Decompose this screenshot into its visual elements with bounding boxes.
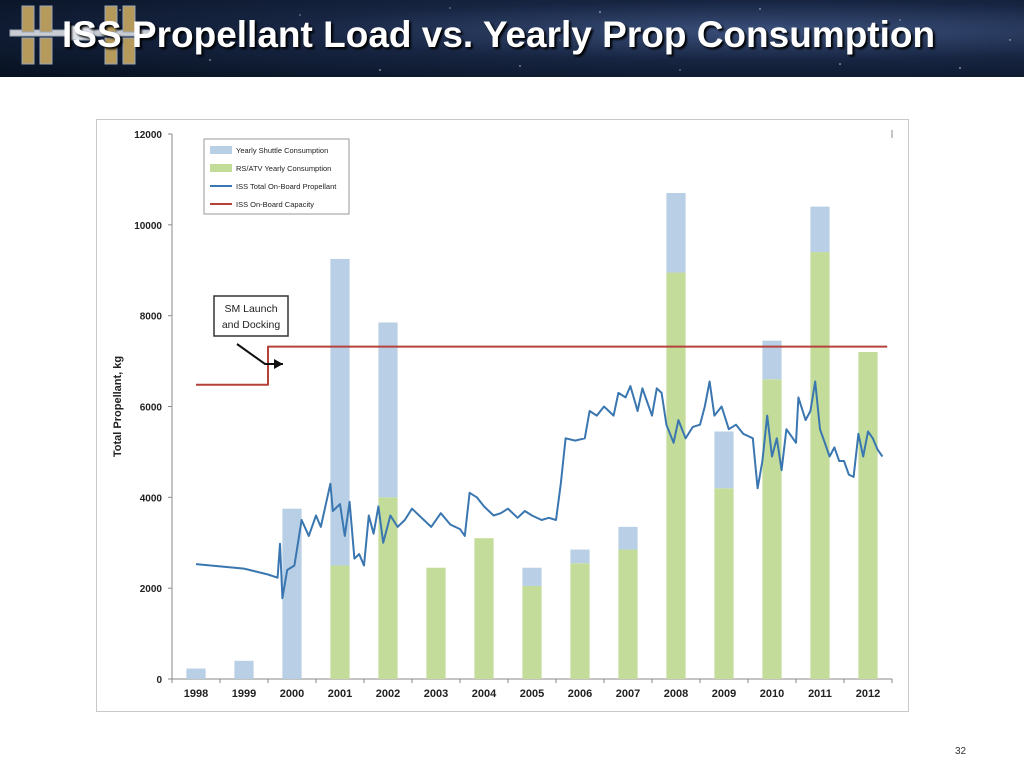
starfield-background <box>119 7 1011 71</box>
bar-shuttle-2007 <box>618 526 638 550</box>
x-tick-label: 2002 <box>376 688 400 700</box>
y-tick-label: 0 <box>156 675 162 686</box>
y-tick-label: 6000 <box>140 403 163 414</box>
bar-rs-atv-2004 <box>474 538 494 679</box>
annotation-arrowhead <box>274 359 283 369</box>
slide-number: 32 <box>955 746 967 757</box>
annotation-label-line2: and Docking <box>222 319 281 331</box>
iss-total-on-board-propellant-line <box>195 380 884 600</box>
bar-rs-atv-2005 <box>522 585 542 679</box>
bar-shuttle-2001 <box>330 258 350 566</box>
x-tick-label: 2003 <box>424 688 448 700</box>
y-tick-label: 10000 <box>134 221 162 232</box>
bar-rs-atv-2009 <box>714 488 734 679</box>
y-tick-label: 4000 <box>140 493 163 504</box>
propellant-chart: 0 2000 4000 6000 8000 10000 12000 Total Propell… <box>112 130 893 700</box>
bar-rs-atv-2011 <box>810 252 830 680</box>
x-tick-label: 2008 <box>664 688 688 700</box>
title-banner: ISS Propellant Load vs. Yearly Prop Cons… <box>0 0 1024 77</box>
x-tick-label: 2005 <box>520 688 544 700</box>
x-tick-label: 2006 <box>568 688 592 700</box>
x-tick-label: 1999 <box>232 688 256 700</box>
legend-label: ISS On-Board Capacity <box>236 200 314 209</box>
y-tick-label: 12000 <box>134 130 162 141</box>
legend-label: ISS Total On-Board Propellant <box>236 182 337 191</box>
x-tick-label: 2000 <box>280 688 304 700</box>
legend-label: RS/ATV Yearly Consumption <box>236 164 331 173</box>
legend-swatch <box>210 146 232 154</box>
x-tick-label: 2012 <box>856 688 880 700</box>
chart-frame: 0 2000 4000 6000 8000 10000 12000 Total Propell… <box>96 119 909 712</box>
bar-shuttle-2010 <box>762 340 782 380</box>
bar-shuttle-2002 <box>378 322 398 498</box>
x-tick-label: 2001 <box>328 688 352 700</box>
bar-shuttle-2011 <box>810 206 830 253</box>
annotation-box <box>213 295 289 337</box>
legend-swatch <box>210 164 232 172</box>
bar-rs-atv-2007 <box>618 549 638 679</box>
bar-shuttle-2008 <box>666 193 686 273</box>
y-tick-label: 8000 <box>140 312 163 323</box>
bar-rs-atv-2006 <box>570 563 590 679</box>
bar-shuttle-2005 <box>522 567 542 586</box>
iss-on-board-capacity-line <box>196 345 888 386</box>
x-tick-label: 2011 <box>808 688 832 700</box>
slide-title: ISS Propellant Load vs. Yearly Prop Cons… <box>62 14 936 55</box>
bar-shuttle-1998 <box>186 668 206 679</box>
x-tick-label: 1998 <box>184 688 208 700</box>
x-tick-label: 2007 <box>616 688 640 700</box>
iss-station-logo <box>9 5 151 65</box>
annotation-label-line1: SM Launch <box>224 303 277 315</box>
x-tick-label: 2004 <box>472 688 497 700</box>
bar-rs-atv-2008 <box>666 272 686 679</box>
x-tick-label: 2010 <box>760 688 784 700</box>
bar-rs-atv-2010 <box>762 379 782 679</box>
legend-label: Yearly Shuttle Consumption <box>236 146 328 155</box>
bar-rs-atv-2001 <box>330 565 350 679</box>
y-tick-label: 2000 <box>140 584 163 595</box>
bar-shuttle-2006 <box>570 549 590 564</box>
bar-rs-atv-2012 <box>858 352 878 679</box>
y-axis-title: Total Propellant, kg <box>112 356 124 457</box>
bar-rs-atv-2003 <box>426 567 446 679</box>
x-tick-label: 2009 <box>712 688 736 700</box>
bar-shuttle-1999 <box>234 660 254 679</box>
bar-shuttle-2009 <box>714 431 734 489</box>
